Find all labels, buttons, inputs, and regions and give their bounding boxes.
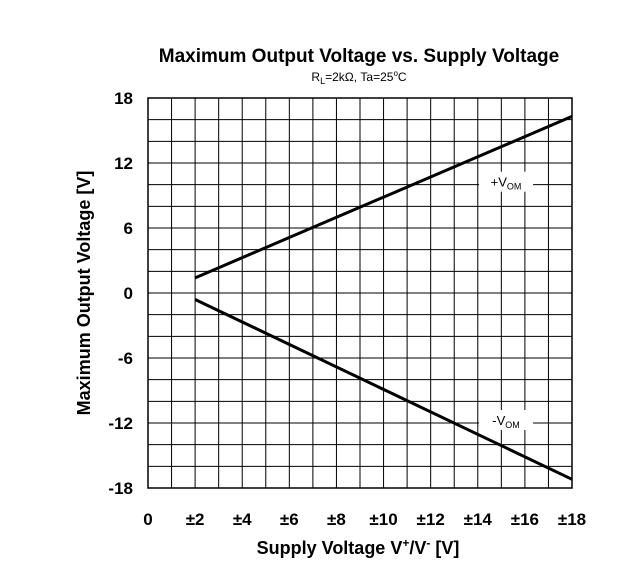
subtitle-deg: o bbox=[393, 69, 398, 78]
y-tick-label: 6 bbox=[124, 219, 133, 238]
subtitle-r: R bbox=[311, 70, 320, 84]
y-tick-label: -6 bbox=[118, 349, 133, 368]
x-tick-label: ±10 bbox=[369, 510, 397, 529]
x-tick-label: ±16 bbox=[511, 510, 539, 529]
series-label-minus-vom: -VOM bbox=[492, 413, 520, 430]
y-tick-label: 12 bbox=[114, 154, 133, 173]
y-axis-label: Maximum Output Voltage [V] bbox=[74, 171, 94, 416]
x-tick-label: ±2 bbox=[186, 510, 205, 529]
xlabel-sup1: + bbox=[402, 536, 409, 550]
xlabel-sup2: - bbox=[426, 536, 430, 550]
series-label-plus-vom: +VOM bbox=[491, 175, 522, 192]
subtitle-r-sub: L bbox=[320, 76, 325, 86]
y-tick-label: -12 bbox=[108, 414, 133, 433]
series-line-plus-vom bbox=[194, 115, 573, 280]
xlabel-mid: /V bbox=[409, 538, 426, 558]
x-axis-label: Supply Voltage V+/V- [V] bbox=[257, 536, 460, 558]
x-tick-label: ±4 bbox=[233, 510, 252, 529]
x-tick-labels: 0 ±2 ±4 ±6 ±8 ±10 ±12 ±14 ±16 ±18 bbox=[143, 510, 586, 529]
y-tick-label: 0 bbox=[124, 284, 133, 303]
x-tick-label: ±8 bbox=[327, 510, 346, 529]
series-labels: +VOM -VOM bbox=[479, 171, 534, 430]
series-line-minus-vom bbox=[194, 298, 573, 481]
y-tick-label: -18 bbox=[108, 479, 133, 498]
x-tick-label: ±6 bbox=[280, 510, 299, 529]
series-label-background bbox=[479, 410, 534, 430]
chart-subtitle: RL=2kΩ, Ta=25oC bbox=[311, 69, 407, 86]
x-tick-label: 0 bbox=[143, 510, 152, 529]
x-tick-label: ±18 bbox=[558, 510, 586, 529]
x-tick-label: ±12 bbox=[417, 510, 445, 529]
y-tick-label: 18 bbox=[114, 89, 133, 108]
plot-frame bbox=[147, 97, 573, 489]
xlabel-end: [V] bbox=[430, 538, 459, 558]
series-label-background bbox=[479, 171, 534, 192]
series-lines bbox=[194, 115, 573, 481]
chart-title: Maximum Output Voltage vs. Supply Voltag… bbox=[159, 46, 559, 67]
xlabel-main: Supply Voltage V bbox=[257, 538, 403, 558]
y-tick-labels: 18 12 6 0 -6 -12 -18 bbox=[108, 89, 133, 498]
subtitle-rest: =2kΩ, Ta=25 bbox=[325, 70, 394, 84]
x-tick-label: ±14 bbox=[464, 510, 493, 529]
subtitle-unit: C bbox=[398, 70, 407, 84]
